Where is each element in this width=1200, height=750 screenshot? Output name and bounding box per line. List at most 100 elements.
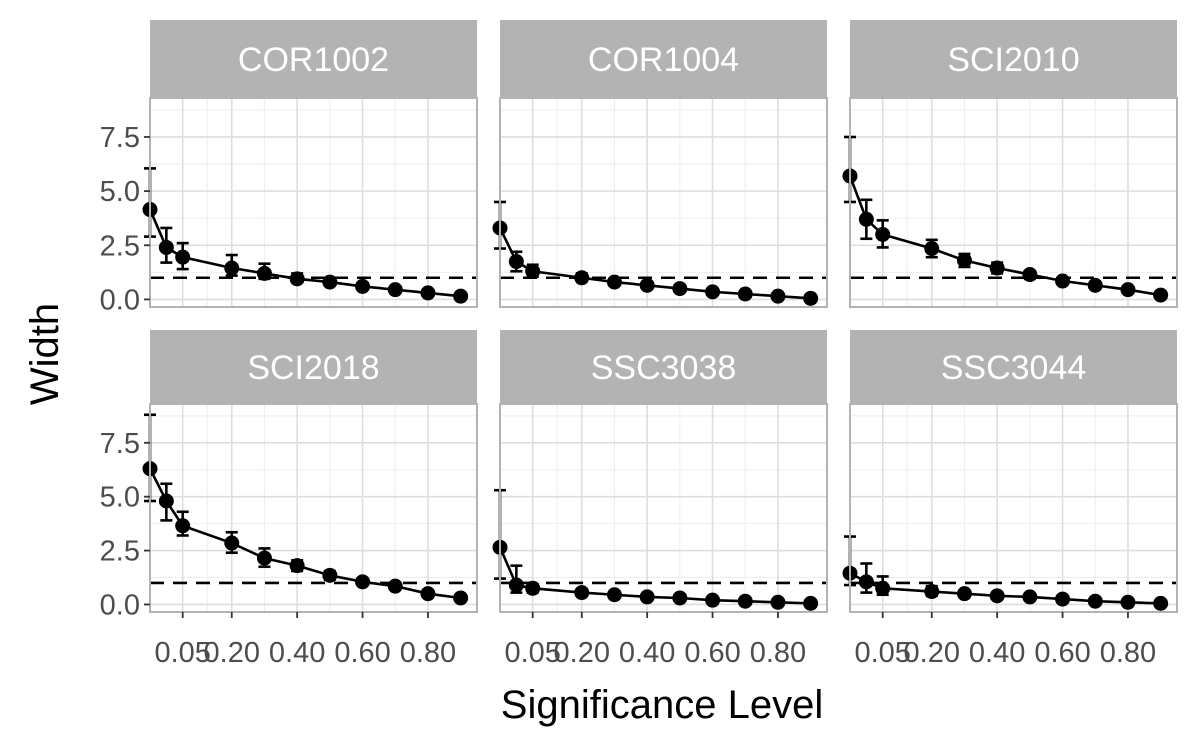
- data-point: [924, 241, 940, 257]
- data-point: [355, 574, 371, 590]
- y-tick-label: 0.0: [100, 589, 140, 621]
- facet-strip: [500, 20, 827, 98]
- x-tick-label: 0.20: [554, 637, 610, 669]
- data-point: [1087, 593, 1103, 609]
- y-tick-label: 7.5: [100, 122, 140, 154]
- facet-panel-sci2010: SCI2010: [842, 20, 1178, 308]
- y-tick-label: 2.5: [100, 536, 140, 568]
- data-point: [574, 585, 590, 601]
- data-point: [387, 282, 403, 298]
- panel-border: [499, 403, 828, 613]
- data-point: [289, 558, 305, 574]
- data-point: [639, 589, 655, 605]
- y-tick-label: 2.5: [100, 230, 140, 262]
- x-tick-label: 0.80: [750, 637, 806, 669]
- x-tick-label: 0.60: [684, 637, 740, 669]
- data-point: [956, 586, 972, 602]
- data-point: [420, 586, 436, 602]
- data-point: [803, 290, 819, 306]
- x-tick-label: 0.60: [334, 637, 390, 669]
- data-point: [803, 595, 819, 611]
- data-point: [224, 535, 240, 551]
- y-tick-label: 0.0: [100, 284, 140, 316]
- facet-strip-label: SSC3044: [941, 349, 1087, 387]
- y-tick-label: 5.0: [100, 176, 140, 208]
- data-point: [606, 274, 622, 290]
- data-point: [322, 567, 338, 583]
- x-tick-label: 0.40: [269, 637, 325, 669]
- data-point: [770, 594, 786, 610]
- facet-strip: [500, 330, 827, 404]
- y-tick-label: 5.0: [100, 482, 140, 514]
- data-point: [224, 260, 240, 276]
- facet-panel-ssc3038: SSC3038 0.050.20 0.40 0.60 0.80: [492, 330, 828, 669]
- x-tick-label: 0.20: [904, 637, 960, 669]
- data-point: [639, 277, 655, 293]
- data-point: [1022, 589, 1038, 605]
- data-point: [770, 288, 786, 304]
- facet-strip-label: SCI2010: [947, 41, 1079, 79]
- data-point: [924, 584, 940, 600]
- facet-strip: [850, 20, 1177, 98]
- data-point: [175, 518, 191, 534]
- facet-strip: [150, 20, 477, 98]
- panel-border: [149, 403, 478, 613]
- facet-panel-ssc3044: SSC3044 0.050.20 0.40 0.60 0.80: [842, 330, 1178, 669]
- facet-strip-label: COR1002: [238, 41, 389, 79]
- facet-strip-label: SCI2018: [247, 349, 379, 387]
- data-point: [672, 590, 688, 606]
- data-point: [606, 587, 622, 603]
- facet-panel-cor1004: COR1004: [492, 20, 828, 308]
- data-point: [453, 288, 469, 304]
- data-point: [1087, 277, 1103, 293]
- x-tick-label: 0.05: [504, 637, 560, 669]
- series-line: [498, 227, 811, 300]
- y-axis-title: Width: [23, 303, 67, 405]
- x-tick-label: 0.05: [154, 637, 210, 669]
- facet-strip-label: SSC3038: [591, 349, 737, 387]
- data-point: [705, 284, 721, 300]
- data-point: [1153, 595, 1169, 611]
- data-point: [158, 239, 174, 255]
- panel-border: [149, 97, 478, 308]
- data-point: [1120, 282, 1136, 298]
- data-point: [1055, 591, 1071, 607]
- data-point: [322, 274, 338, 290]
- facet-panel-cor1002: COR1002 0.0 2.5 5.0 7.5: [100, 20, 478, 316]
- facet-strip: [850, 330, 1177, 404]
- data-point: [858, 211, 874, 227]
- data-point: [256, 265, 272, 281]
- x-tick-label: 0.80: [1100, 637, 1156, 669]
- series-line: [498, 546, 811, 605]
- data-point: [1055, 273, 1071, 289]
- facet-strip: [150, 330, 477, 404]
- data-point: [737, 286, 753, 302]
- data-point: [387, 578, 403, 594]
- data-point: [355, 278, 371, 294]
- series-line: [148, 468, 461, 600]
- data-point: [508, 254, 524, 270]
- facet-panel-sci2018: SCI2018 0.0 2.5 5.0 7.5 0.050.20 0.40 0.60 0.80: [100, 330, 478, 669]
- data-point: [453, 590, 469, 606]
- y-tick-label: 7.5: [100, 428, 140, 460]
- data-point: [1120, 594, 1136, 610]
- data-point: [858, 574, 874, 590]
- facet-strip-label: COR1004: [588, 41, 739, 79]
- data-point: [1153, 287, 1169, 303]
- x-tick-label: 0.80: [400, 637, 456, 669]
- data-point: [508, 577, 524, 593]
- x-tick-label: 0.20: [204, 637, 260, 669]
- data-point: [175, 249, 191, 265]
- data-point: [956, 252, 972, 268]
- panel-border: [499, 97, 828, 308]
- data-point: [737, 593, 753, 609]
- data-point: [525, 580, 541, 596]
- data-point: [525, 263, 541, 279]
- data-point: [989, 588, 1005, 604]
- data-point: [989, 260, 1005, 276]
- x-axis-title: Significance Level: [501, 683, 823, 727]
- x-tick-label: 0.40: [969, 637, 1025, 669]
- data-point: [875, 580, 891, 596]
- data-point: [574, 270, 590, 286]
